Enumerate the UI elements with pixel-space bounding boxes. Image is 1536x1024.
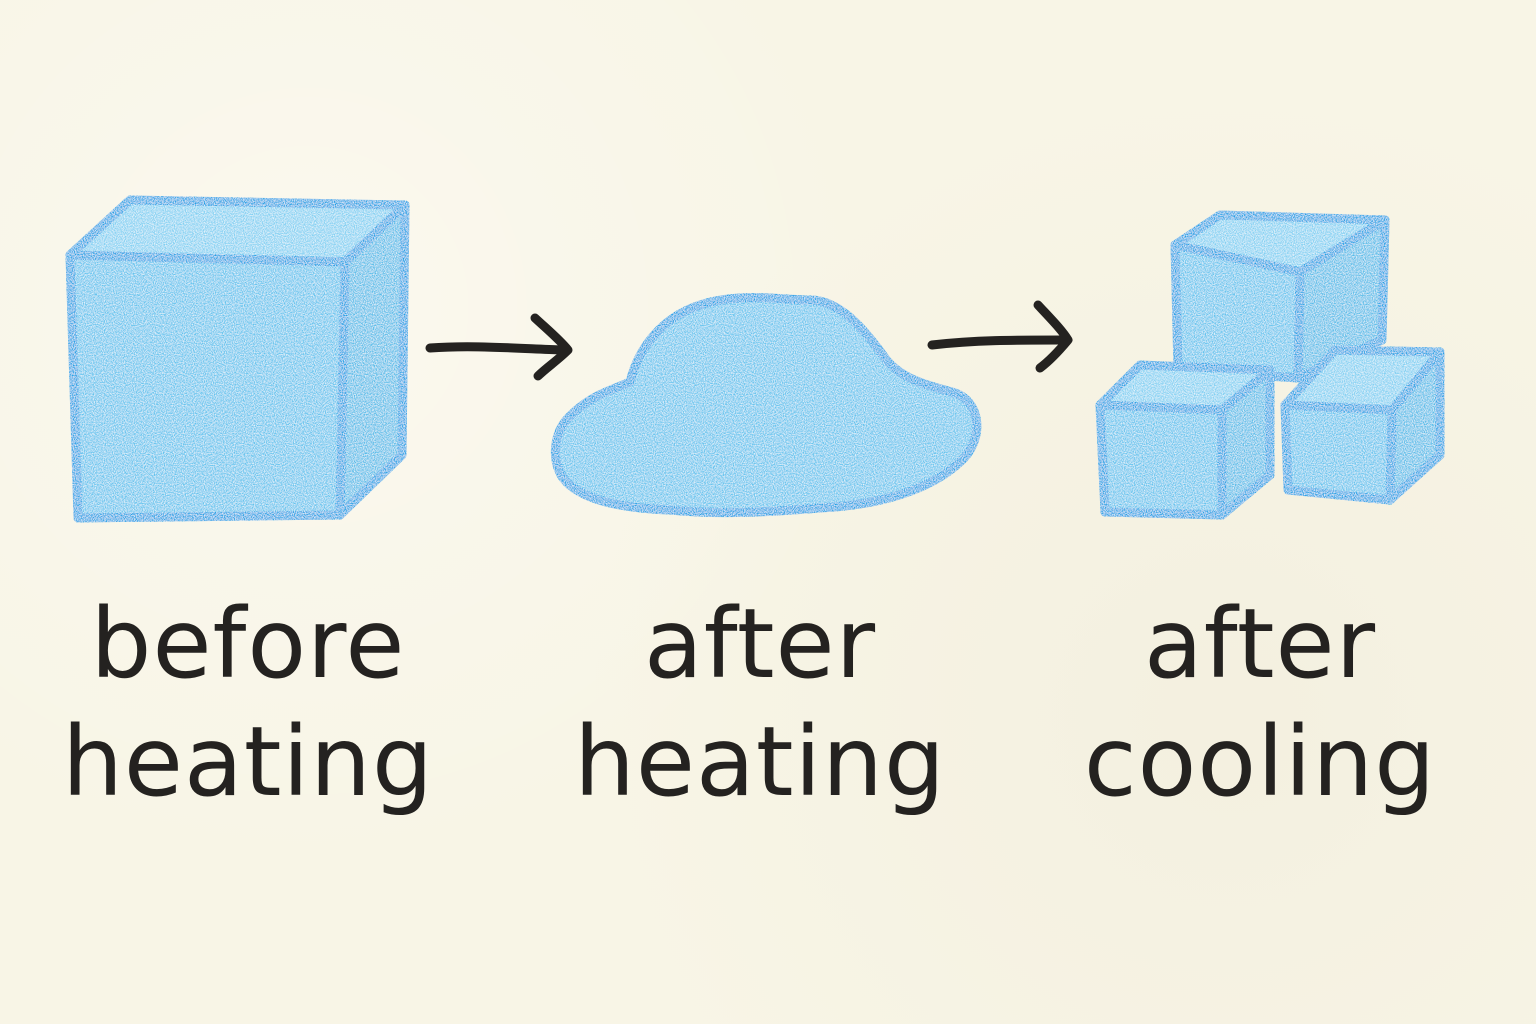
arrow-right-icon bbox=[425, 313, 573, 381]
water-puddle-icon bbox=[550, 293, 982, 518]
arrow-right-icon bbox=[927, 300, 1073, 373]
label-before-heating: before heating bbox=[28, 585, 468, 821]
label-before-heating-line2: heating bbox=[62, 706, 434, 818]
label-after-heating: after heating bbox=[540, 585, 980, 821]
label-after-cooling-line2: cooling bbox=[1083, 706, 1437, 818]
label-after-heating-line2: heating bbox=[574, 706, 946, 818]
label-before-heating-line1: before bbox=[90, 588, 406, 700]
ice-cube-top-icon bbox=[1170, 210, 1390, 383]
label-after-cooling-line1: after bbox=[1143, 588, 1377, 700]
label-after-heating-line1: after bbox=[643, 588, 877, 700]
label-after-cooling: after cooling bbox=[1040, 585, 1480, 821]
ice-cube-right-icon bbox=[1280, 345, 1445, 505]
large-ice-cube-icon bbox=[65, 195, 410, 523]
ice-cube-left-icon bbox=[1095, 360, 1275, 520]
small-ice-cubes-icon bbox=[1095, 210, 1445, 520]
